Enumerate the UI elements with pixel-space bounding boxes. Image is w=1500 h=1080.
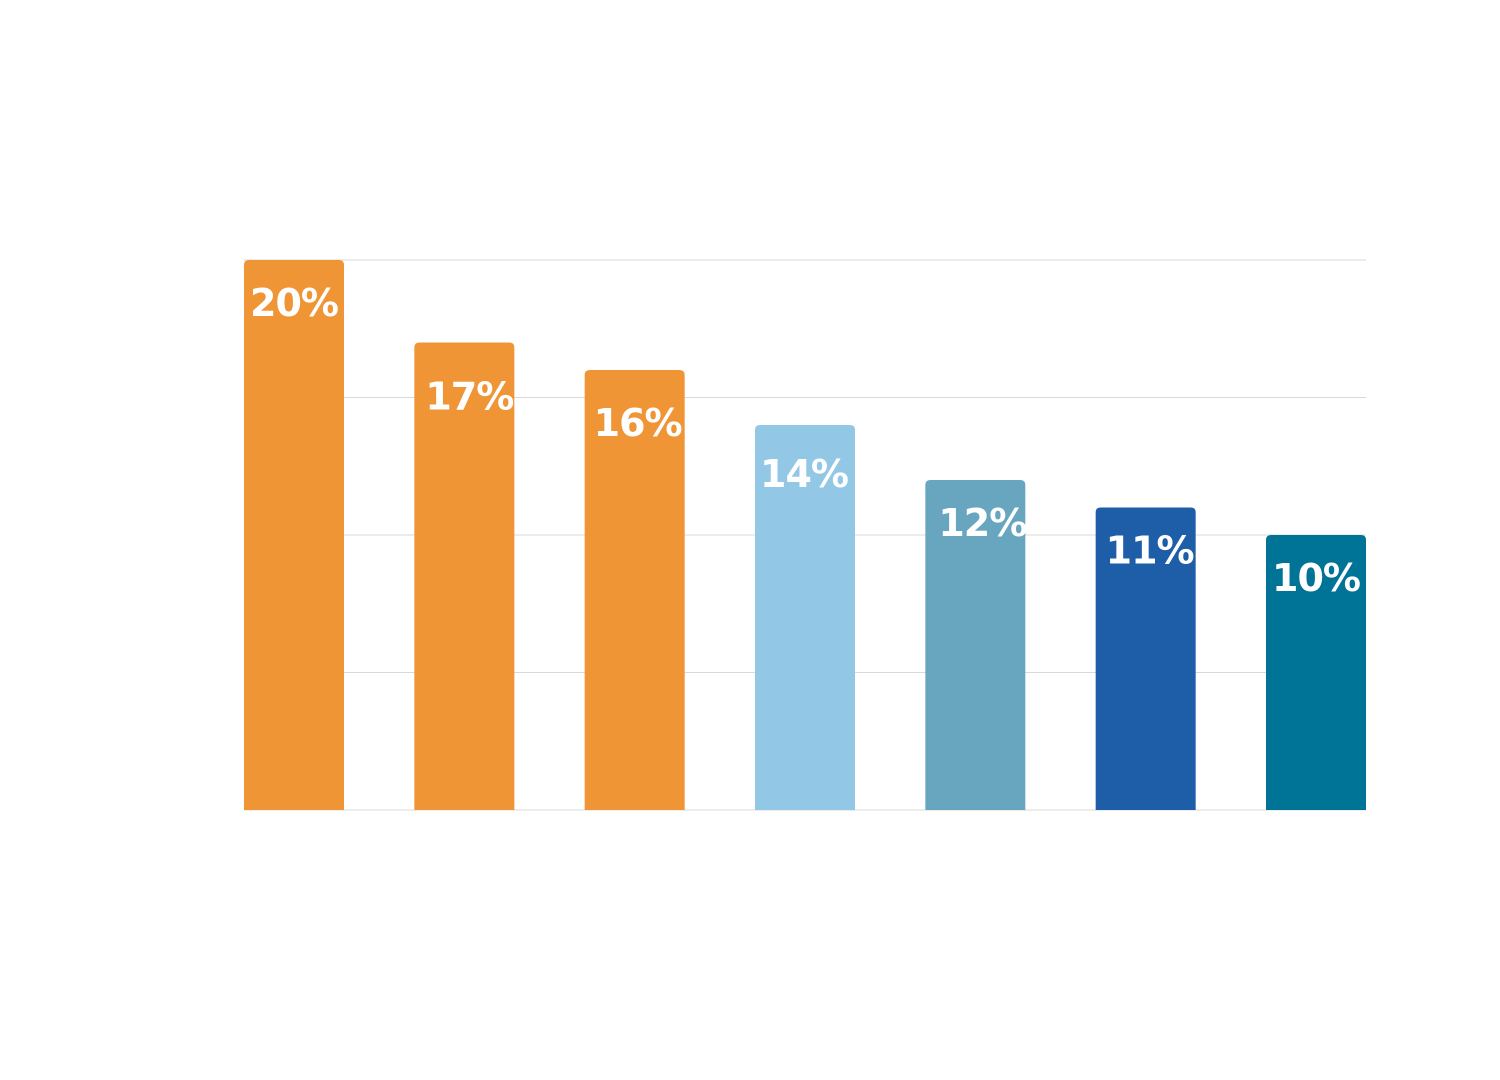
bar — [925, 480, 1026, 810]
bar — [584, 370, 685, 810]
data-label: 16% — [594, 401, 682, 445]
bar — [1095, 507, 1196, 810]
bar — [755, 425, 855, 810]
data-labels: 20% 17% 16% 14% 12% 11% 10% — [250, 281, 1361, 600]
data-label: 12% — [938, 501, 1026, 545]
bar — [414, 342, 515, 810]
bar — [244, 260, 344, 810]
data-label: 10% — [1272, 556, 1360, 600]
data-label: 11% — [1106, 529, 1194, 573]
data-label: 14% — [760, 452, 848, 496]
data-label: 20% — [250, 281, 338, 325]
data-label: 17% — [425, 375, 513, 419]
bars — [244, 260, 1366, 810]
bar — [1266, 535, 1366, 810]
